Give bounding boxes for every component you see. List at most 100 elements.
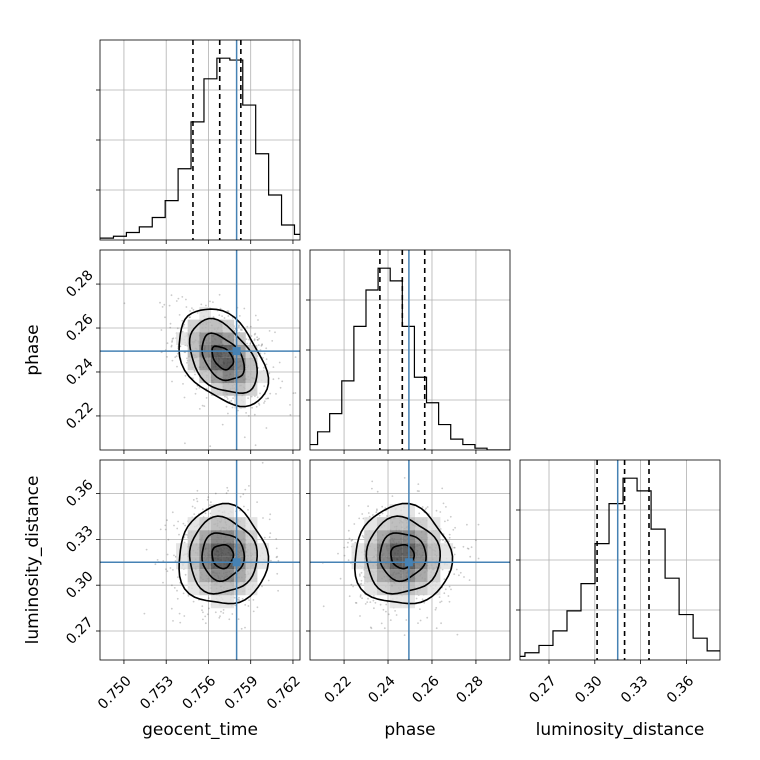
scatter-point [192, 377, 194, 380]
scatter-point [346, 546, 349, 548]
scatter-point [222, 612, 225, 614]
scatter-point [186, 357, 188, 360]
scatter-point [249, 342, 252, 345]
density-cell [222, 319, 235, 333]
density-cell [351, 543, 365, 557]
y-tick-label: 0.36 [63, 477, 96, 510]
scatter-point [447, 595, 450, 597]
scatter-point [265, 347, 268, 350]
density-cell [199, 357, 211, 371]
scatter-point [221, 315, 224, 317]
scatter-point [164, 316, 166, 319]
panel-geocent-time [96, 39, 301, 244]
density-cell [364, 517, 377, 531]
density-cell [199, 530, 211, 544]
scatter-point [250, 335, 253, 337]
scatter-point [194, 392, 197, 395]
scatter-point [169, 322, 172, 325]
x-tick-label: 0.756 [180, 673, 220, 713]
scatter-point [269, 513, 272, 516]
scatter-point [459, 571, 462, 574]
scatter-point [159, 528, 162, 531]
density-cell [222, 569, 235, 583]
scatter-point [418, 512, 421, 515]
scatter-point [248, 338, 251, 341]
scatter-point [184, 374, 187, 377]
scatter-point [191, 307, 193, 309]
contour-line [201, 332, 246, 382]
scatter-point [143, 612, 146, 615]
scatter-point [348, 537, 351, 540]
y-tick-label: 0.26 [63, 311, 96, 344]
scatter-point [227, 310, 230, 313]
y-tick-label: 0.28 [63, 267, 96, 300]
scatter-point [434, 608, 437, 611]
y-tick-label: 0.24 [63, 355, 96, 388]
panel-content [310, 460, 510, 660]
scatter-point [380, 622, 383, 625]
scatter-point [347, 504, 350, 507]
density-cell [210, 530, 223, 544]
scatter-point [419, 619, 422, 622]
panel-geocent-time-vs-luminosity-distance: 0.750 0.753 0.756 0.759 0.762 0.27 0.30 0.33 0.3… [63, 459, 304, 713]
scatter-point [159, 301, 161, 304]
scatter-point [443, 592, 446, 595]
contour-line [178, 502, 270, 605]
density-cell [176, 332, 188, 345]
scatter-point [179, 621, 182, 624]
y-tick-label: 0.27 [63, 614, 96, 647]
scatter-point [257, 344, 260, 346]
scatter-point [467, 548, 470, 550]
density-cell [427, 569, 441, 583]
scatter-point [171, 359, 174, 362]
scatter-point [204, 615, 207, 618]
scatter-point [370, 627, 373, 630]
scatter-point [256, 338, 259, 341]
scatter-point [403, 634, 406, 636]
density-cell [199, 517, 211, 531]
scatter-point [256, 336, 258, 339]
scatter-point [270, 559, 272, 562]
contour-line [188, 515, 259, 595]
density-cell [176, 543, 188, 557]
scatter-point [254, 332, 257, 335]
scatter-point [353, 523, 356, 525]
scatter-point [450, 588, 452, 591]
scatter-point [191, 505, 194, 508]
contour-line [379, 532, 427, 583]
scatter-point [383, 627, 386, 630]
scatter-point [161, 306, 164, 308]
scatter-point [183, 323, 186, 326]
scatter-point [176, 327, 179, 330]
x-axis-label-phase: phase [384, 720, 435, 740]
scatter-point [181, 296, 184, 298]
density-cell [210, 517, 223, 531]
scatter-point [272, 378, 275, 381]
density-cell [427, 582, 441, 596]
scatter-point [367, 505, 369, 508]
density-cell [389, 543, 403, 557]
y-tick-label: 0.33 [63, 523, 96, 556]
scatter-point [176, 589, 178, 592]
scatter-point [435, 509, 438, 512]
density-cell [222, 383, 235, 396]
scatter-point [358, 517, 361, 520]
panel-content [310, 250, 510, 450]
scatter-point [204, 622, 207, 625]
scatter-point [438, 596, 441, 598]
density-cell [222, 332, 235, 345]
scatter-point [385, 603, 388, 606]
scatter-point [292, 392, 295, 395]
density-cell [389, 530, 403, 544]
density-cell [415, 530, 428, 544]
scatter-point [218, 616, 221, 619]
scatter-point [198, 408, 201, 410]
scatter-point [339, 577, 342, 580]
scatter-point [262, 356, 264, 359]
scatter-point [376, 490, 379, 493]
scatter-point [166, 519, 168, 522]
density-cell [427, 543, 441, 557]
scatter-point [381, 512, 384, 515]
scatter-point [371, 487, 373, 490]
scatter-point [354, 541, 357, 544]
